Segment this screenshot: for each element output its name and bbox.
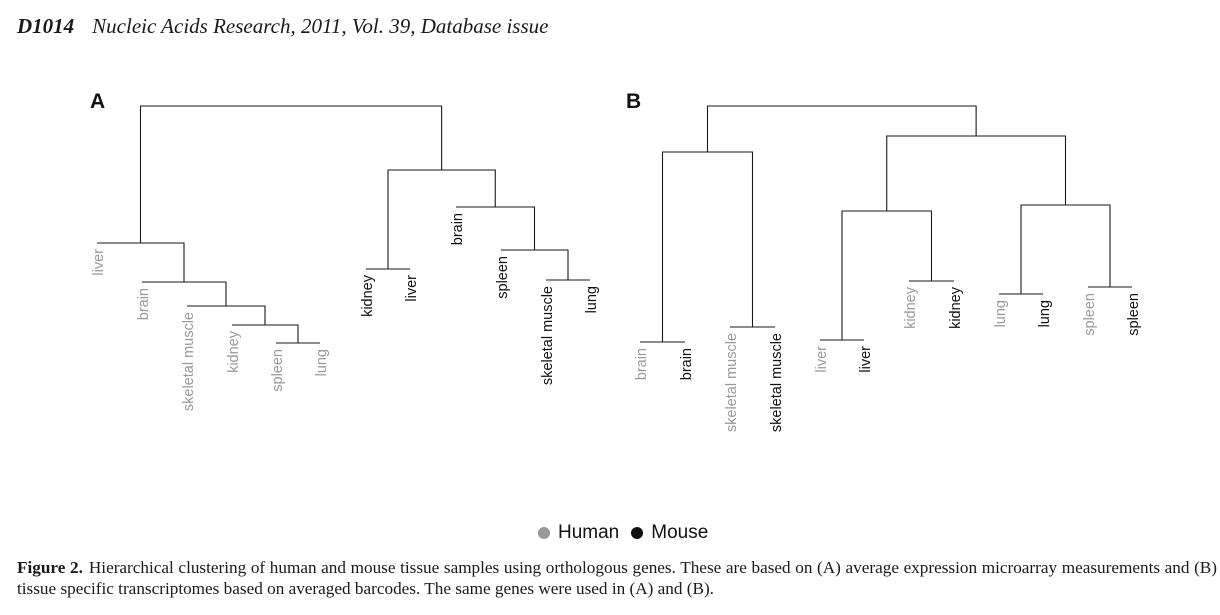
panel-a-label: A	[90, 90, 106, 113]
dendrogram-branch-b-2	[661, 151, 754, 342]
leaf-label-b-8: lung	[993, 300, 1009, 327]
leaf-label-a-5: lung	[314, 349, 330, 376]
leaf-label-b-7: kidney	[948, 286, 964, 329]
journal-citation: Nucleic Acids Research, 2011, Vol. 39, D…	[92, 14, 549, 38]
leaf-label-a-3: kidney	[226, 330, 242, 373]
dendrogram-branch-a-6	[501, 249, 569, 280]
leaf-label-a-0: liver	[91, 249, 107, 276]
leaf-label-b-2: skeletal muscle	[724, 333, 740, 432]
leaf-label-b-0: brain	[634, 348, 650, 380]
dendrogram-branch-a-3	[142, 281, 227, 306]
mouse-dot-icon	[631, 527, 644, 539]
leaf-label-a-10: skeletal muscle	[540, 286, 556, 385]
leaf-label-a-8: brain	[450, 213, 466, 245]
leaf-label-b-10: spleen	[1082, 293, 1098, 336]
figure-label: Figure 2.	[17, 558, 83, 577]
leaf-label-b-1: brain	[679, 348, 695, 380]
dendrogram-branch-b-8	[1020, 204, 1111, 294]
caption-text: Hierarchical clustering of human and mou…	[17, 558, 1217, 598]
leaf-label-a-1: brain	[136, 288, 152, 320]
dendrogram-branch-a-9	[387, 169, 496, 269]
leaf-label-b-11: spleen	[1126, 293, 1142, 336]
leaf-label-b-6: kidney	[903, 286, 919, 329]
leaf-label-a-6: kidney	[360, 274, 376, 317]
dendrogram-branch-b-9	[886, 135, 1067, 211]
dendrogram-branch-a-7	[456, 206, 536, 250]
dendrogram-branch-a-1	[232, 324, 299, 343]
leaf-label-a-4: spleen	[270, 349, 286, 392]
leaf-label-a-9: spleen	[495, 256, 511, 299]
legend-entry-human: Human	[538, 522, 619, 544]
panel-b-label: B	[626, 90, 642, 113]
leaf-label-b-5: liver	[858, 346, 874, 373]
leaf-label-a-2: skeletal muscle	[181, 312, 197, 411]
dendrogram-branch-a-10	[139, 105, 443, 243]
dendrogram-branch-a-2	[187, 305, 266, 325]
figure-caption: Figure 2. Hierarchical clustering of huma…	[17, 557, 1217, 599]
legend: Human Mouse	[538, 522, 720, 544]
dendrogram-panel-a: liver brain skeletal muscle kidney spleen lun…	[91, 105, 600, 411]
page-header: D1014 Nucleic Acids Research, 2011, Vol. …	[17, 14, 548, 39]
leaf-label-a-11: lung	[584, 286, 600, 313]
legend-label-mouse: Mouse	[651, 522, 709, 543]
leaf-label-b-3: skeletal muscle	[769, 333, 785, 432]
leaf-label-b-4: liver	[814, 346, 830, 373]
legend-entry-mouse: Mouse	[631, 522, 708, 544]
dendrogram-branch-a-4	[97, 242, 185, 282]
dendrogram-figure: liver brain skeletal muscle kidney spleen lun…	[91, 105, 1142, 432]
dendrogram-branch-b-10	[706, 105, 977, 152]
leaf-label-b-9: lung	[1037, 300, 1053, 327]
legend-label-human: Human	[558, 522, 620, 543]
human-dot-icon	[538, 527, 550, 539]
dendrogram-panel-b: brain brain skeletal muscle skeletal muscle…	[634, 105, 1142, 432]
leaf-label-a-7: liver	[404, 275, 420, 302]
page-number: D1014	[17, 14, 75, 38]
